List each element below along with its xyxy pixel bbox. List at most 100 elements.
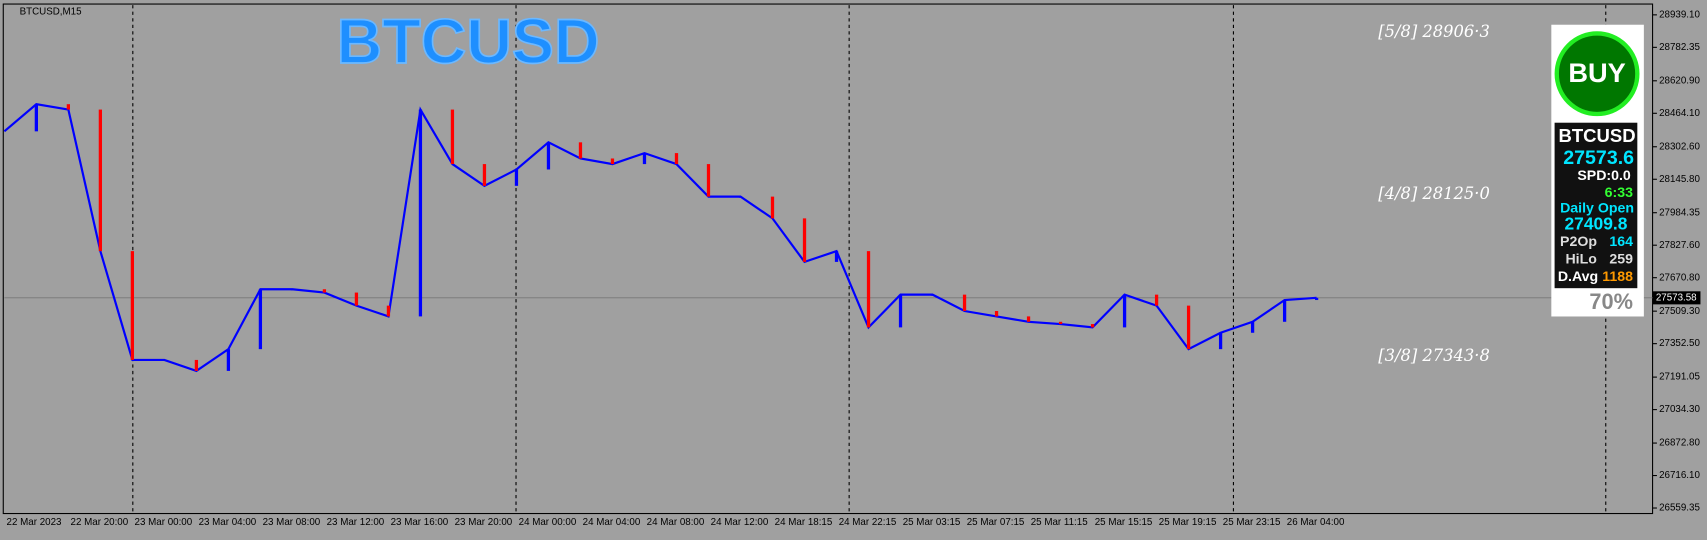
price-change bbox=[1218, 332, 1223, 350]
price-change bbox=[418, 109, 423, 317]
panel-open: 27409.8 bbox=[1564, 214, 1627, 234]
x-tick-label: 25 Mar 23:15 bbox=[1223, 517, 1281, 528]
x-tick-label: 23 Mar 04:00 bbox=[199, 517, 257, 528]
signal: BUY bbox=[1568, 57, 1625, 88]
x-tick-label: 23 Mar 20:00 bbox=[455, 517, 513, 528]
price-change bbox=[354, 292, 359, 306]
x-tick-label: 23 Mar 00:00 bbox=[135, 517, 193, 528]
price-change bbox=[450, 109, 455, 165]
price-change bbox=[34, 104, 38, 132]
x-tick-label: 22 Mar 2023 bbox=[7, 517, 62, 528]
price-change bbox=[770, 196, 775, 219]
price-change bbox=[994, 311, 999, 317]
level-label: [5/8] 28906·3 bbox=[1378, 22, 1490, 41]
panel-row-value: 164 bbox=[1609, 233, 1633, 249]
x-tick-label: 23 Mar 16:00 bbox=[391, 517, 449, 528]
price-change bbox=[578, 142, 583, 159]
symbol-label: BTCUSD,M15 bbox=[20, 6, 83, 17]
x-tick-label: 24 Mar 00:00 bbox=[519, 517, 577, 528]
signal-panel: BUY BTCUSD 27573.6 SPD:0.0 6:33 Daily Op… bbox=[1551, 24, 1644, 317]
panel-box bbox=[1554, 122, 1638, 289]
x-tick-label: 25 Mar 19:15 bbox=[1159, 517, 1217, 528]
price-change bbox=[290, 289, 295, 291]
x-tick-label: 24 Mar 12:00 bbox=[711, 517, 769, 528]
price-change bbox=[194, 359, 199, 371]
y-tick-label: 26716.10 bbox=[1659, 470, 1700, 481]
buy-badge bbox=[1554, 31, 1640, 117]
x-tick-label: 26 Mar 04:00 bbox=[1287, 517, 1345, 528]
panel-price: 27573.6 bbox=[1563, 147, 1634, 169]
x-tick-label: 23 Mar 08:00 bbox=[263, 517, 321, 528]
y-tick-label: 26559.35 bbox=[1659, 503, 1700, 514]
price-change bbox=[674, 153, 679, 165]
panel-row-label: P2Op bbox=[1560, 233, 1597, 249]
level-label: [4/8] 28125·0 bbox=[1378, 184, 1490, 203]
y-tick-label: 28939.10 bbox=[1659, 9, 1700, 20]
price-change bbox=[642, 153, 647, 165]
price-change bbox=[866, 251, 871, 328]
price-change bbox=[834, 251, 839, 262]
panel-symbol: BTCUSD bbox=[1558, 125, 1635, 146]
price-change bbox=[66, 104, 71, 110]
price-change bbox=[1122, 294, 1127, 328]
x-tick-label: 23 Mar 12:00 bbox=[327, 517, 385, 528]
price-change bbox=[1282, 300, 1287, 322]
x-tick-label: 25 Mar 15:15 bbox=[1095, 517, 1153, 528]
panel-row-value: 259 bbox=[1609, 251, 1633, 267]
y-tick-label: 27984.35 bbox=[1659, 207, 1700, 218]
price-change bbox=[1154, 294, 1159, 306]
y-tick-label: 28302.60 bbox=[1659, 141, 1700, 152]
price-change bbox=[98, 109, 103, 252]
x-tick-label: 25 Mar 11:15 bbox=[1031, 517, 1088, 528]
price-change bbox=[130, 251, 135, 360]
panel-row-value: 1188 bbox=[1602, 268, 1633, 284]
x-tick-label: 24 Mar 22:15 bbox=[839, 517, 897, 528]
price-change bbox=[802, 218, 807, 262]
price-change bbox=[482, 164, 487, 186]
y-tick-label: 26872.80 bbox=[1659, 438, 1700, 449]
panel-row-label: HiLo bbox=[1565, 251, 1597, 267]
panel-timer: 6:33 bbox=[1605, 184, 1633, 200]
y-tick-label: 27191.05 bbox=[1659, 372, 1700, 383]
x-tick-label: 24 Mar 18:15 bbox=[775, 517, 833, 528]
panel-open-label: Daily Open bbox=[1560, 199, 1634, 215]
chart-title: BTCUSD bbox=[337, 7, 600, 77]
y-tick-label: 27034.30 bbox=[1659, 404, 1700, 415]
panel-row-label: D.Avg bbox=[1558, 268, 1598, 284]
plot-frame bbox=[2, 3, 1654, 515]
panel-spread: SPD:0.0 bbox=[1577, 167, 1631, 183]
x-tick-label: 22 Mar 20:00 bbox=[71, 517, 129, 528]
current-price-box bbox=[1652, 291, 1701, 305]
price-change bbox=[386, 305, 391, 317]
price-change bbox=[1250, 321, 1255, 333]
price-change bbox=[546, 142, 551, 170]
x-tick-label: 24 Mar 08:00 bbox=[647, 517, 705, 528]
plot: 28939.10 28782.35 28620.90 28464.10 28302.60… bbox=[3, 9, 1701, 528]
price-change bbox=[706, 164, 711, 197]
price-change bbox=[610, 158, 615, 165]
price-change bbox=[258, 289, 263, 350]
price-line bbox=[3, 103, 1317, 373]
price-change bbox=[1058, 321, 1063, 325]
price-change bbox=[322, 289, 327, 293]
price-change bbox=[1314, 297, 1319, 301]
price-change bbox=[1090, 324, 1095, 328]
y-tick-label: 28464.10 bbox=[1659, 108, 1700, 119]
y-tick-label: 28782.35 bbox=[1659, 42, 1700, 53]
y-tick-label: 27509.30 bbox=[1659, 306, 1700, 317]
price-change bbox=[1026, 316, 1031, 322]
y-tick-label: 28145.80 bbox=[1659, 174, 1700, 185]
level-label: [3/8] 27343·8 bbox=[1378, 346, 1490, 365]
price-change bbox=[738, 196, 743, 198]
price-change bbox=[514, 169, 519, 186]
panel-percent: 70% bbox=[1589, 289, 1633, 314]
x-tick-label: 24 Mar 04:00 bbox=[583, 517, 641, 528]
current-price-label: 27573.58 bbox=[1656, 292, 1697, 303]
price-change bbox=[898, 294, 903, 328]
price-change bbox=[226, 349, 231, 371]
x-tick-label: 25 Mar 03:15 bbox=[903, 517, 961, 528]
price-change bbox=[930, 294, 935, 296]
y-tick-label: 27352.50 bbox=[1659, 338, 1700, 349]
